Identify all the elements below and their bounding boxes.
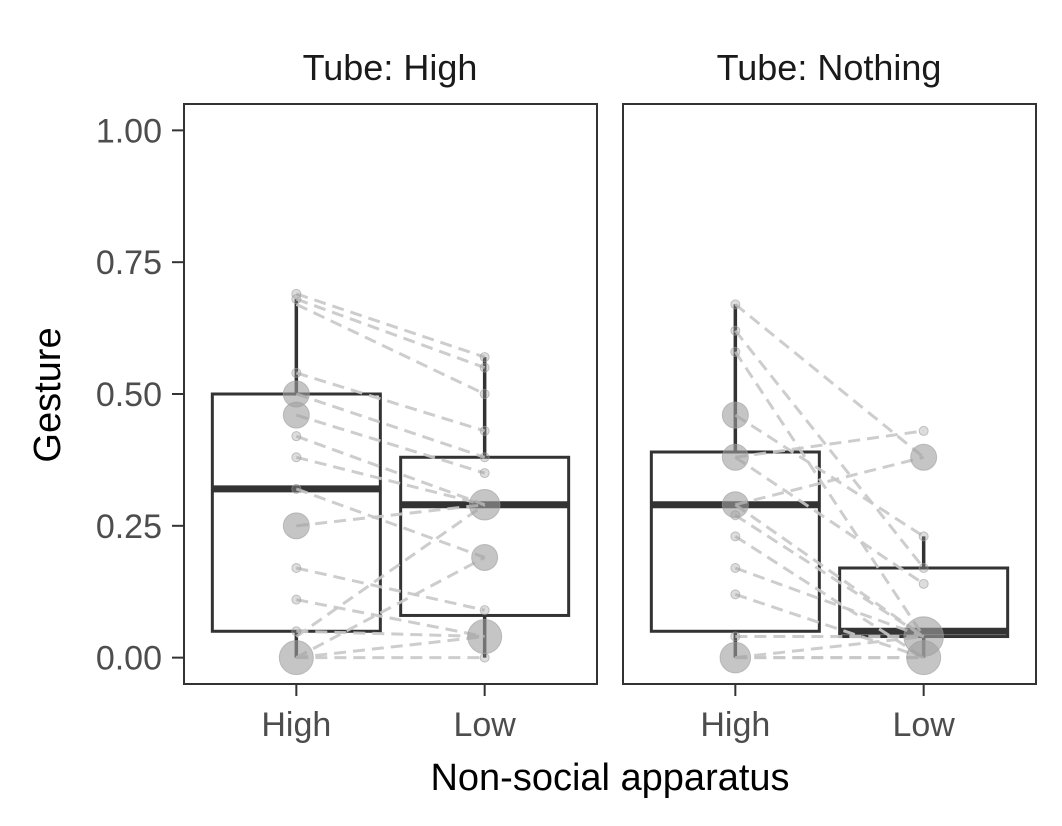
pair-line bbox=[296, 598, 485, 639]
x-tick-label: High bbox=[700, 706, 770, 744]
pair-line bbox=[296, 566, 485, 612]
data-point bbox=[282, 512, 310, 540]
data-point bbox=[730, 510, 741, 521]
y-tick-label: 0.50 bbox=[96, 376, 162, 414]
pair-line bbox=[295, 303, 486, 396]
data-point bbox=[730, 325, 741, 336]
data-point bbox=[479, 605, 490, 616]
pair-line bbox=[734, 566, 925, 638]
data-point bbox=[291, 288, 302, 299]
panel-frame bbox=[622, 103, 1037, 685]
data-point bbox=[291, 367, 302, 378]
pair-line bbox=[734, 303, 925, 459]
data-point bbox=[479, 468, 490, 479]
data-point bbox=[730, 589, 741, 600]
pair-line bbox=[734, 456, 925, 586]
data-point bbox=[291, 294, 302, 305]
pair-line bbox=[734, 455, 925, 507]
data-point bbox=[910, 443, 938, 471]
pair-line bbox=[735, 429, 924, 459]
data-point bbox=[918, 563, 929, 573]
y-tick-label: 0.00 bbox=[96, 640, 162, 678]
data-point bbox=[918, 531, 929, 542]
data-point bbox=[291, 594, 302, 605]
data-point bbox=[730, 346, 741, 357]
data-point bbox=[479, 352, 490, 363]
data-point bbox=[479, 652, 490, 663]
panel-title-tube-high: Tube: High bbox=[303, 47, 478, 88]
pair-line bbox=[295, 297, 486, 370]
data-point bbox=[291, 431, 302, 442]
data-point bbox=[479, 362, 490, 373]
panel-title-tube-nothing: Tube: Nothing bbox=[717, 47, 942, 88]
data-point bbox=[468, 488, 501, 521]
data-point bbox=[291, 483, 302, 494]
pair-line bbox=[734, 350, 925, 638]
pair-line bbox=[296, 629, 485, 639]
data-point bbox=[918, 425, 929, 436]
y-axis-title: Gesture bbox=[27, 327, 69, 462]
data-point bbox=[906, 640, 942, 676]
data-point bbox=[730, 563, 741, 573]
data-point bbox=[721, 443, 749, 471]
pair-line bbox=[295, 487, 486, 559]
data-point bbox=[918, 578, 929, 589]
pair-line bbox=[295, 455, 486, 507]
data-point bbox=[467, 619, 503, 655]
pair-line bbox=[295, 413, 486, 475]
pair-line bbox=[735, 635, 924, 660]
pair-line bbox=[295, 392, 486, 459]
data-point bbox=[479, 389, 490, 399]
y-axis: 0.00 0.25 0.50 0.75 1.00 bbox=[96, 112, 184, 678]
pair-line bbox=[734, 503, 925, 638]
data-point bbox=[278, 640, 314, 676]
panel-tube-nothing: Tube: Nothing bbox=[622, 47, 1037, 685]
data-point bbox=[719, 641, 752, 674]
pair-line bbox=[296, 635, 485, 660]
panel-tube-high: Tube: High bbox=[183, 47, 598, 685]
x-axis: High Low High Low bbox=[261, 684, 955, 744]
data-point bbox=[291, 563, 302, 573]
pair-line bbox=[734, 592, 925, 660]
pair-line bbox=[295, 434, 486, 507]
data-point bbox=[479, 452, 490, 463]
pair-line bbox=[295, 292, 486, 359]
y-tick-label: 0.75 bbox=[96, 244, 162, 282]
pair-line bbox=[295, 503, 486, 638]
data-point bbox=[730, 299, 741, 310]
data-point bbox=[291, 626, 302, 637]
data-point bbox=[282, 401, 310, 429]
data-point bbox=[291, 452, 302, 463]
x-tick-label: High bbox=[261, 706, 331, 744]
pair-line bbox=[734, 329, 925, 569]
box-iqr bbox=[649, 450, 821, 633]
data-point bbox=[730, 631, 741, 642]
x-tick-label: Low bbox=[453, 706, 516, 744]
x-tick-label: Low bbox=[892, 706, 955, 744]
x-axis-title: Non-social apparatus bbox=[430, 757, 789, 799]
y-tick-label: 1.00 bbox=[96, 112, 162, 150]
pair-line bbox=[734, 413, 925, 538]
data-point bbox=[730, 531, 741, 542]
pair-line bbox=[295, 371, 486, 433]
y-tick-label: 0.25 bbox=[96, 508, 162, 546]
data-point bbox=[721, 401, 749, 429]
pair-line bbox=[295, 556, 486, 659]
pair-line bbox=[296, 503, 485, 528]
data-point bbox=[721, 491, 749, 519]
data-point bbox=[471, 543, 499, 571]
data-point bbox=[479, 425, 490, 436]
